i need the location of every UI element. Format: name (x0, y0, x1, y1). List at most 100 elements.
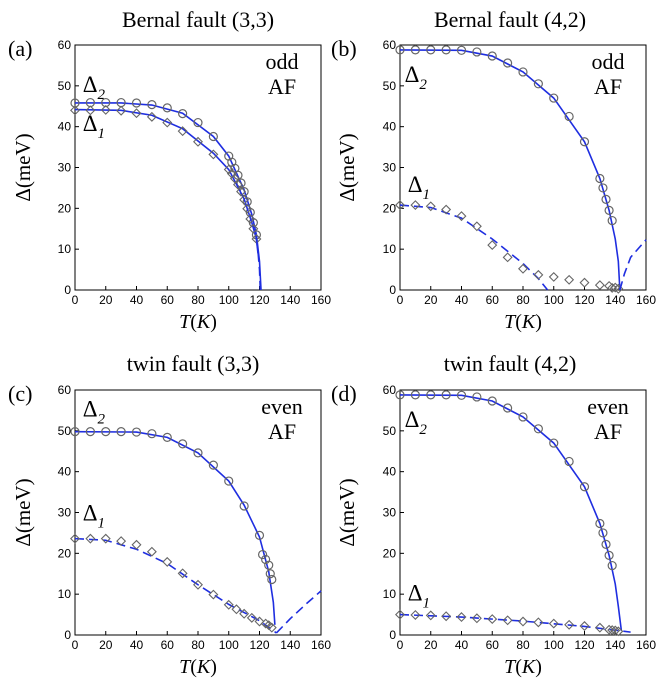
series-curve-extension (255, 238, 262, 291)
data-point-diamond (533, 269, 544, 280)
data-point-circle (131, 427, 142, 437)
series-label-subscript: 1 (422, 595, 430, 611)
y-tick-label: 50 (58, 79, 72, 93)
x-tick-label: 140 (280, 638, 300, 652)
series-label-subscript: 1 (97, 126, 105, 142)
data-point-diamond (579, 277, 590, 288)
x-tick-label: 40 (455, 293, 469, 307)
data-point-diamond (425, 610, 436, 621)
data-point-diamond (487, 614, 498, 625)
data-point-circle (147, 100, 157, 110)
series-label-delta2: Δ2 (405, 62, 428, 93)
data-point-diamond (242, 203, 253, 214)
y-tick-label: 40 (383, 120, 397, 134)
data-point-diamond (579, 621, 590, 631)
panel-title: Bernal fault (3,3) (122, 7, 274, 32)
x-tick-label: 80 (516, 293, 530, 307)
x-tick-label: 140 (605, 293, 625, 307)
data-point-diamond (131, 539, 142, 550)
data-point-diamond (254, 616, 265, 627)
y-tick-label: 0 (64, 283, 71, 297)
data-point-diamond (85, 533, 96, 544)
data-point-circle (604, 205, 614, 215)
x-tick-label: 140 (280, 293, 300, 307)
x-tick-label: 0 (397, 638, 404, 652)
data-point-diamond (594, 280, 605, 291)
data-point-circle (518, 412, 528, 422)
x-tick-label: 0 (397, 293, 404, 307)
x-tick-label: 100 (544, 293, 564, 307)
data-point-circle (549, 438, 559, 448)
data-point-diamond (146, 111, 157, 122)
data-point-circle (564, 111, 574, 122)
data-point-circle (503, 403, 513, 413)
x-axis-label-paren: ( (190, 311, 197, 333)
x-axis-label-paren: ) (535, 656, 542, 678)
corner-label: even (261, 394, 303, 419)
series-curve-extension (619, 239, 647, 291)
data-point-circle (598, 183, 608, 193)
x-tick-label: 20 (424, 293, 438, 307)
data-point-diamond (564, 619, 575, 630)
data-point-circle (395, 45, 405, 55)
series-curve-Δ2 (399, 49, 621, 291)
y-tick-label: 20 (383, 546, 397, 560)
y-tick-label: 30 (58, 506, 72, 520)
data-point-circle (264, 560, 274, 570)
x-axis-label-unit: K (196, 311, 212, 333)
series-label-delta1: Δ1 (83, 501, 105, 532)
data-point-circle (224, 476, 234, 486)
data-point-circle (410, 45, 420, 55)
x-axis-label-var: T (504, 656, 517, 678)
data-point-diamond (410, 610, 421, 620)
x-tick-label: 60 (161, 638, 175, 652)
series-curve-extension (275, 590, 322, 634)
y-tick-label: 50 (383, 79, 397, 93)
data-point-diamond (607, 625, 618, 636)
series-label-delta2: Δ2 (83, 397, 106, 428)
data-point-circle (208, 460, 218, 470)
data-point-circle (426, 390, 436, 400)
x-tick-label: 140 (605, 638, 625, 652)
data-point-diamond (395, 200, 405, 211)
data-point-circle (239, 501, 249, 511)
data-point-circle (395, 390, 405, 400)
series-curve-Δ2 (399, 394, 623, 632)
x-tick-label: 40 (130, 638, 144, 652)
y-tick-label: 10 (58, 587, 72, 601)
x-axis-label-paren: ( (515, 311, 522, 333)
data-point-circle (579, 137, 590, 147)
panel-3: 0 20 40 60 80 100 120 140 160 0 10 20 30 40 50 60 Δ2 Δ1 tw… (8, 351, 331, 678)
data-point-circle (426, 45, 436, 55)
x-tick-label: 120 (249, 293, 269, 307)
series-label-subscript: 1 (422, 187, 430, 203)
data-point-diamond (70, 105, 80, 116)
data-point-diamond (604, 624, 615, 635)
x-tick-label: 100 (544, 638, 564, 652)
x-tick-label: 160 (636, 638, 656, 652)
data-point-circle (595, 173, 605, 184)
data-point-circle (70, 427, 80, 437)
panel-tag: (d) (331, 381, 357, 406)
data-point-diamond (518, 263, 528, 274)
data-point-diamond (116, 536, 127, 547)
x-axis-label-paren: ( (515, 656, 522, 678)
y-tick-label: 10 (383, 587, 397, 601)
x-axis-label-unit: K (196, 656, 212, 678)
y-tick-label: 40 (58, 120, 72, 134)
data-point-diamond (471, 221, 482, 232)
series-label-subscript: 2 (97, 87, 105, 103)
panel-2: 0 20 40 60 80 100 120 140 160 0 10 20 30 40 50 60 Δ2 Δ1 Be… (331, 7, 656, 333)
data-point-diamond (193, 579, 203, 590)
y-axis-label: Δ(meV) (11, 133, 35, 201)
y-axis-label: Δ(meV) (335, 478, 359, 546)
series-curve-Δ1 (399, 613, 631, 633)
data-point-circle (456, 45, 467, 55)
y-tick-label: 30 (58, 161, 72, 175)
data-point-diamond (502, 615, 513, 626)
series-curve-Δ1 (74, 108, 259, 254)
x-tick-label: 20 (424, 638, 438, 652)
data-point-circle (503, 58, 513, 68)
y-tick-label: 60 (58, 383, 72, 397)
